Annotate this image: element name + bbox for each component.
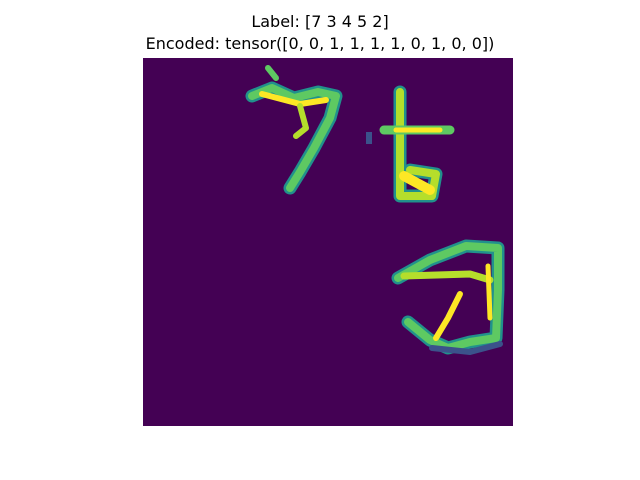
encoded-text: Encoded: tensor([0, 0, 1, 1, 1, 1, 0, 1,… [145,34,495,53]
figure-title: Label: [7 3 4 5 2] Encoded: tensor([0, 0… [0,11,640,55]
handwritten-digit-four [366,85,455,203]
label-text: Label: [7 3 4 5 2] [251,12,389,31]
handwritten-digit-two [391,239,505,355]
handwritten-digit-seven [245,65,343,195]
